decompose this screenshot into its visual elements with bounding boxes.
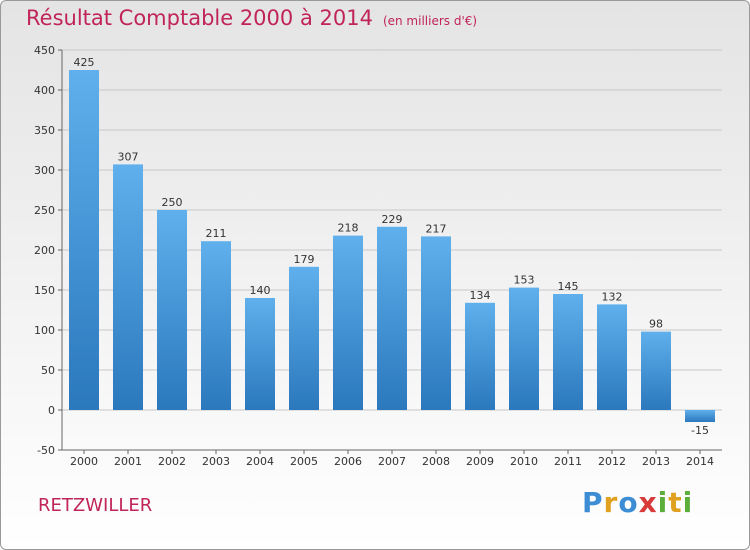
bar-2008	[421, 236, 451, 410]
y-tick-label: 350	[34, 124, 55, 137]
logo-letter: o	[618, 486, 639, 519]
x-tick-label: 2009	[466, 455, 494, 468]
x-tick-label: 2014	[686, 455, 714, 468]
x-tick-label: 2002	[158, 455, 186, 468]
data-label: 229	[382, 213, 403, 226]
x-tick-label: 2006	[334, 455, 362, 468]
bar-2005	[289, 266, 319, 410]
x-tick-label: 2013	[642, 455, 670, 468]
chart-title: Résultat Comptable 2000 à 2014 (en millie…	[26, 6, 477, 30]
y-tick-label: 250	[34, 204, 55, 217]
x-tick-label: 2008	[422, 455, 450, 468]
logo-letter: r	[603, 486, 619, 519]
logo-letter: x	[638, 486, 658, 519]
logo-letter: t	[668, 486, 683, 519]
data-label: 307	[118, 150, 139, 163]
data-labels: 425 307 250 211 140 179 218 229 217 134 153 145 132 9…	[74, 56, 709, 437]
y-tick-label: 0	[48, 404, 55, 417]
data-label: 179	[294, 253, 315, 266]
bar-2009	[465, 302, 495, 410]
x-tick-label: 2001	[114, 455, 142, 468]
x-tick-label: 2003	[202, 455, 230, 468]
x-tick-label: 2012	[598, 455, 626, 468]
y-tick-label: 100	[34, 324, 55, 337]
x-tick-label: 2004	[246, 455, 274, 468]
x-tick-label: 2011	[554, 455, 582, 468]
x-tick-label: 2000	[70, 455, 98, 468]
data-label: 153	[514, 274, 535, 287]
bar-2002	[157, 210, 187, 410]
proxiti-logo: Proxiti	[582, 486, 693, 519]
bar-2011	[553, 294, 583, 410]
bar-2007	[377, 226, 407, 410]
data-label: 250	[162, 196, 183, 209]
y-tick-label: 450	[34, 44, 55, 57]
bar-2013	[641, 331, 671, 410]
data-label: -15	[691, 424, 709, 437]
logo-letter: P	[582, 486, 604, 519]
x-tick-label: 2005	[290, 455, 318, 468]
bars	[69, 70, 715, 422]
x-tick-label: 2010	[510, 455, 538, 468]
data-label: 98	[649, 318, 663, 331]
y-tick-label: -50	[37, 444, 55, 457]
x-tick-label: 2007	[378, 455, 406, 468]
data-label: 211	[206, 227, 227, 240]
data-label: 132	[602, 290, 623, 303]
logo-letter: i	[682, 486, 694, 519]
data-label: 145	[558, 280, 579, 293]
data-label: 140	[250, 284, 271, 297]
y-tick-label: 200	[34, 244, 55, 257]
data-label: 217	[426, 222, 447, 235]
y-tick-label: 50	[41, 364, 55, 377]
bar-2006	[333, 235, 363, 410]
y-tick-label: 300	[34, 164, 55, 177]
bar-2004	[245, 298, 275, 410]
bar-2001	[113, 164, 143, 410]
bar-2014	[685, 410, 715, 422]
y-tick-label: 400	[34, 84, 55, 97]
chart-subtitle: (en milliers d'€)	[382, 14, 478, 28]
bar-2012	[597, 304, 627, 410]
chart-title-text: Résultat Comptable 2000 à 2014	[26, 6, 373, 30]
logo-letter: i	[657, 486, 669, 519]
data-label: 218	[338, 222, 359, 235]
y-tick-label: 150	[34, 284, 55, 297]
bar-2003	[201, 241, 231, 410]
data-label: 134	[470, 289, 491, 302]
bar-2010	[509, 287, 539, 410]
bar-2000	[69, 70, 99, 410]
data-label: 425	[74, 56, 95, 69]
axes: -50 0 50 100 150 200 250 300 350 400 450 2000 2001 20…	[34, 44, 722, 468]
commune-name: RETZWILLER	[38, 495, 153, 516]
